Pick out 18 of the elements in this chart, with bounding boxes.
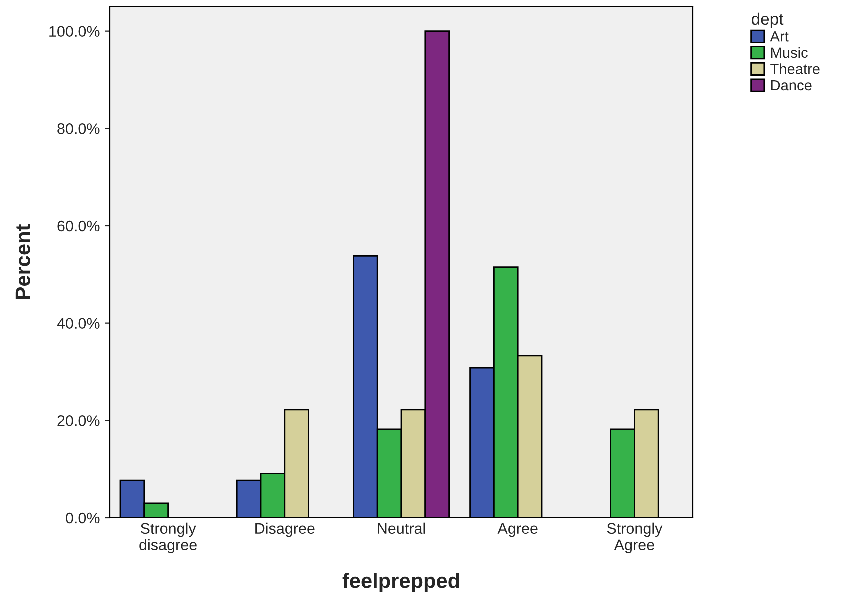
y-tick-label: 100.0% <box>50 26 100 38</box>
x-tick-label: Agree <box>498 523 538 538</box>
x-tick-label: Strongly Agree <box>607 522 663 554</box>
y-axis-title: Percent <box>16 224 30 300</box>
y-tick-label: 80.0% <box>58 124 100 134</box>
legend-title: dept <box>752 12 784 28</box>
y-tick-label: 20.0% <box>58 416 100 426</box>
x-tick-label: Strongly disagree <box>140 522 197 554</box>
x-axis-title: feelprepped <box>342 573 460 592</box>
legend-label: Art <box>770 32 789 42</box>
y-tick-label: 40.0% <box>57 318 100 330</box>
y-tick-label: 0.0% <box>66 512 100 524</box>
x-tick-label: Disagree <box>256 522 315 538</box>
y-tick-label: 60.0% <box>58 220 100 232</box>
legend-label: Theatre <box>770 64 820 74</box>
x-tick-label: Neutral <box>378 522 426 534</box>
legend-label: Dance <box>771 80 812 91</box>
legend-label: Music <box>771 47 808 58</box>
